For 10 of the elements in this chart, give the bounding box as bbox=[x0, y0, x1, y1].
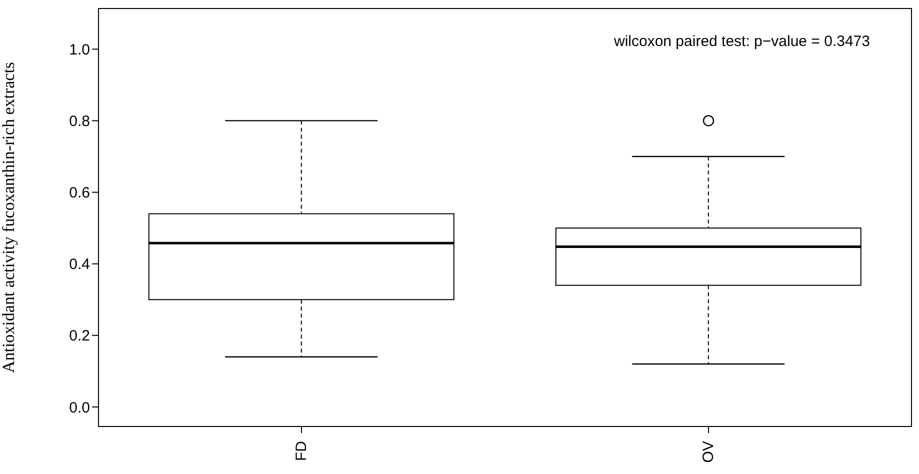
y-tick-label: 0.8 bbox=[69, 113, 90, 130]
y-tick-label: 0.2 bbox=[69, 328, 90, 345]
y-tick-label: 0.4 bbox=[69, 256, 90, 274]
y-tick-label: 1.0 bbox=[69, 41, 90, 58]
x-tick-label: OV bbox=[700, 441, 717, 463]
y-axis-title: Antioxidant activity fucoxanthin-rich extracts bbox=[0, 62, 18, 374]
y-tick-label: 0.0 bbox=[69, 399, 90, 416]
annotation: wilcoxon paired test: p−value = 0.3473 bbox=[614, 33, 870, 50]
y-tick-label: 0.6 bbox=[69, 184, 90, 202]
x-tick-label: FD bbox=[293, 440, 310, 461]
